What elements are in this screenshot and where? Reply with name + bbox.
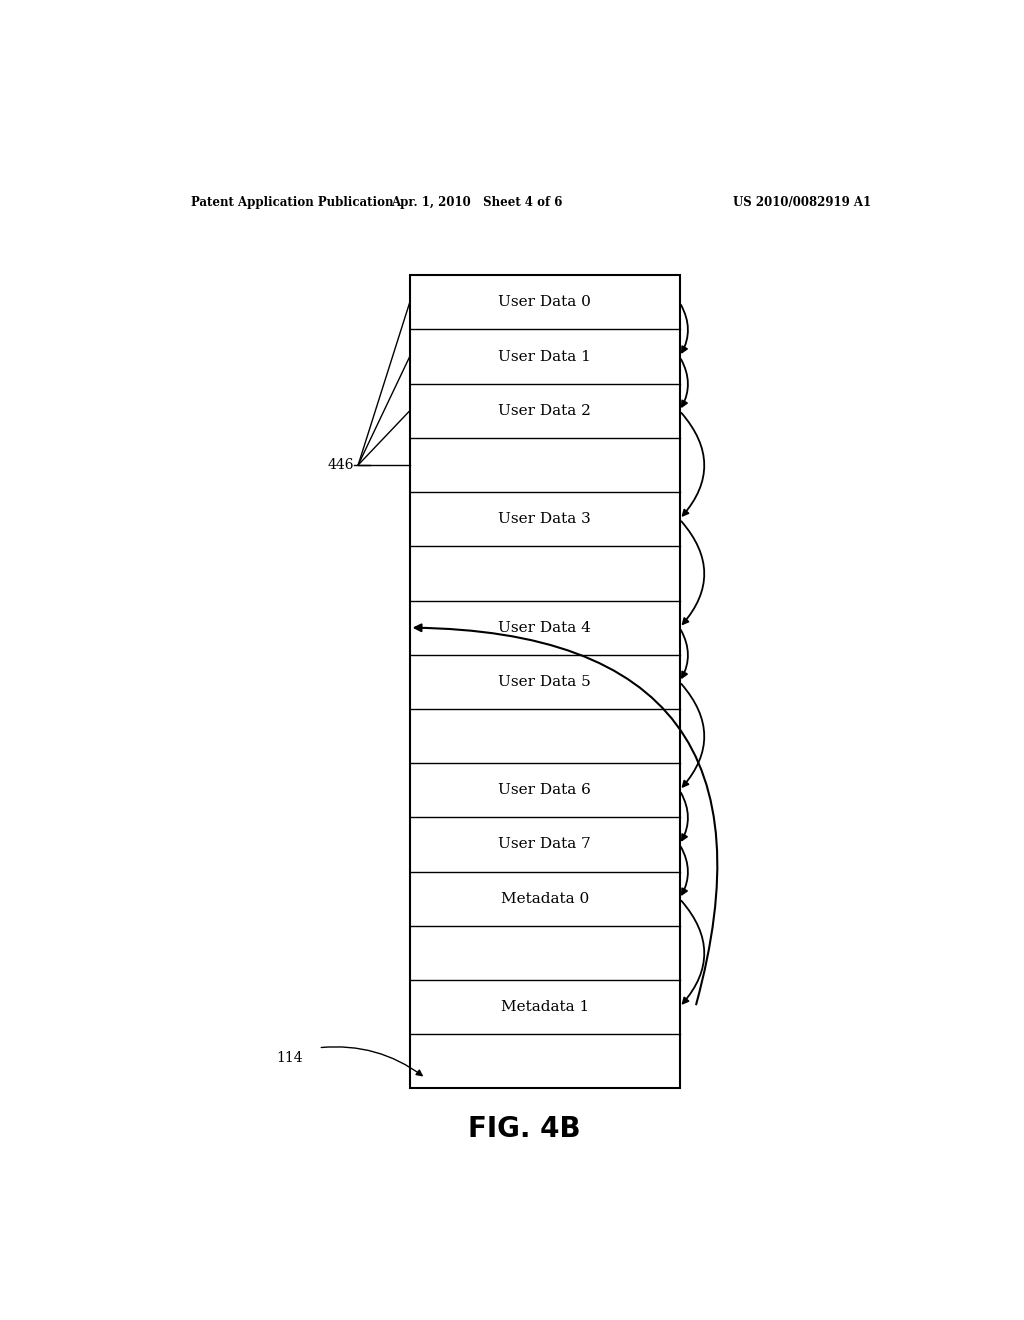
Text: User Data 4: User Data 4 <box>499 620 591 635</box>
Text: User Data 3: User Data 3 <box>499 512 591 527</box>
Text: User Data 2: User Data 2 <box>499 404 591 418</box>
Bar <box>410 276 680 1089</box>
Text: User Data 0: User Data 0 <box>499 296 591 309</box>
Text: Apr. 1, 2010   Sheet 4 of 6: Apr. 1, 2010 Sheet 4 of 6 <box>391 195 563 209</box>
Text: User Data 5: User Data 5 <box>499 675 591 689</box>
Text: 446: 446 <box>328 458 354 473</box>
Text: User Data 7: User Data 7 <box>499 837 591 851</box>
Text: FIG. 4B: FIG. 4B <box>469 1115 581 1143</box>
Text: Patent Application Publication: Patent Application Publication <box>191 195 394 209</box>
Text: US 2010/0082919 A1: US 2010/0082919 A1 <box>733 195 871 209</box>
Text: User Data 6: User Data 6 <box>499 783 591 797</box>
Text: 114: 114 <box>275 1051 303 1065</box>
Text: User Data 1: User Data 1 <box>499 350 591 363</box>
Text: Metadata 0: Metadata 0 <box>501 892 589 906</box>
Text: Metadata 1: Metadata 1 <box>501 1001 589 1014</box>
